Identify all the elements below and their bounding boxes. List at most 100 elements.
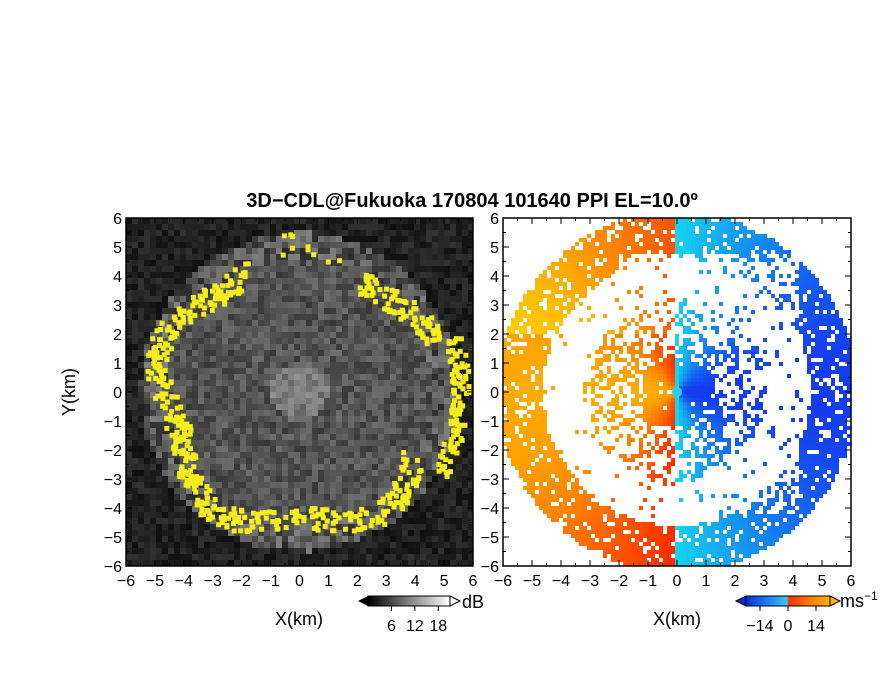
- power-echo-highlight: [330, 520, 336, 526]
- power-echo-highlight: [447, 469, 453, 475]
- power-echo-highlight: [158, 377, 164, 383]
- power-echo-highlight: [415, 457, 421, 463]
- power-echo-highlight: [424, 341, 430, 347]
- power-echo-highlight: [263, 515, 269, 521]
- power-echo-highlight: [164, 415, 170, 421]
- power-echo-highlight: [160, 403, 166, 409]
- power-echo-highlight: [384, 286, 390, 292]
- velocity-colorbar-max-arrow: [829, 595, 842, 607]
- power-echo-highlight: [436, 461, 442, 467]
- power-echo-highlight: [388, 501, 394, 507]
- power-echo-highlight: [220, 283, 226, 289]
- power-colorbar: 6 12 18 dB: [358, 592, 484, 635]
- y-tick-label: −3: [481, 472, 499, 489]
- power-echo-highlight: [188, 455, 194, 461]
- power-echo-highlight: [301, 518, 307, 524]
- power-echo-highlight: [158, 371, 164, 377]
- power-echo-highlight: [382, 521, 388, 527]
- power-echo-highlight: [267, 509, 273, 515]
- power-echo-highlight: [369, 274, 375, 280]
- power-echo-highlight: [156, 367, 162, 373]
- velocity-colorbar-unit-base: ms: [840, 591, 864, 611]
- power-echo-highlight: [204, 507, 210, 513]
- power-echo-highlight: [322, 523, 328, 529]
- power-echo-highlight: [189, 477, 195, 483]
- power-echo-highlight: [180, 319, 186, 325]
- power-echo-highlight: [369, 518, 375, 524]
- power-echo-highlight: [188, 467, 194, 473]
- power-echo-highlight: [225, 290, 231, 296]
- power-echo-highlight: [171, 314, 177, 320]
- power-echo-highlight: [452, 412, 458, 418]
- power-echo-highlight: [216, 522, 222, 528]
- power-echo-highlight: [188, 427, 194, 433]
- power-echo-highlight: [238, 507, 244, 513]
- power-echo-highlight: [184, 442, 190, 448]
- power-echo-highlight: [164, 399, 170, 405]
- power-echo-highlight: [375, 519, 381, 525]
- power-echo-highlight: [443, 469, 449, 475]
- power-echo-highlight: [219, 520, 225, 526]
- power-echo-highlight: [151, 346, 157, 352]
- power-echo-highlight: [401, 299, 407, 305]
- power-echo-highlight: [173, 435, 179, 441]
- power-echo-highlight: [296, 513, 302, 519]
- power-echo-highlight: [320, 515, 326, 521]
- y-tick-label: 1: [490, 356, 499, 373]
- power-echo-highlight: [237, 279, 243, 285]
- power-echo-highlight: [372, 299, 378, 305]
- power-echo-highlight: [415, 330, 421, 336]
- power-echo-highlight: [207, 487, 213, 493]
- power-echo-highlight: [225, 282, 231, 288]
- y-tick-label: 6: [113, 211, 122, 228]
- power-echo-highlight: [365, 276, 371, 282]
- x-tick-label: −6: [494, 573, 512, 590]
- power-echo-highlight: [363, 511, 369, 517]
- power-echo-highlight: [204, 490, 210, 496]
- y-tick-label: −6: [104, 559, 122, 576]
- power-image: [126, 218, 473, 566]
- power-echo-highlight: [174, 429, 180, 435]
- power-echo-highlight: [255, 511, 261, 517]
- power-echo-highlight: [181, 308, 187, 314]
- power-echo-highlight: [362, 288, 368, 294]
- power-echo-highlight: [387, 495, 393, 501]
- x-tick-label: −1: [261, 573, 279, 590]
- power-echo-highlight: [204, 500, 210, 506]
- power-echo-highlight: [184, 425, 190, 431]
- power-echo-highlight: [320, 507, 326, 513]
- power-echo-highlight: [198, 480, 204, 486]
- power-echo-highlight: [453, 362, 459, 368]
- power-echo-highlight: [212, 296, 218, 302]
- y-tick-label: −3: [104, 472, 122, 489]
- power-echo-highlight: [153, 395, 159, 401]
- power-echo-highlight: [464, 391, 470, 397]
- power-echo-highlight: [201, 501, 207, 507]
- power-echo-highlight: [249, 518, 255, 524]
- power-echo-highlight: [205, 495, 211, 501]
- power-echo-highlight: [451, 398, 457, 404]
- power-echo-highlight: [195, 497, 201, 503]
- power-echo-highlight: [182, 468, 188, 474]
- power-echo-highlight: [218, 289, 224, 295]
- power-echo-highlight: [270, 519, 276, 525]
- power-echo-highlight: [232, 267, 238, 273]
- power-echo-highlight: [204, 484, 210, 490]
- power-echo-highlight: [190, 303, 196, 309]
- power-echo-highlight: [172, 334, 178, 340]
- y-tick-label: −5: [104, 530, 122, 547]
- power-echo-highlight: [207, 511, 213, 517]
- power-echo-highlight: [454, 432, 460, 438]
- x-tick-label: 4: [411, 573, 420, 590]
- power-echo-highlight: [191, 456, 197, 462]
- y-tick-label: 6: [490, 211, 499, 228]
- power-echo-highlight: [231, 506, 237, 512]
- power-echo-highlight: [459, 437, 465, 443]
- x-tick-label: 5: [440, 573, 449, 590]
- power-echo-highlight: [413, 483, 419, 489]
- power-echo-highlight: [168, 380, 174, 386]
- colorbar-tick-label: 0: [784, 618, 793, 635]
- power-echo-highlight: [385, 307, 391, 313]
- power-echo-highlight: [311, 252, 317, 258]
